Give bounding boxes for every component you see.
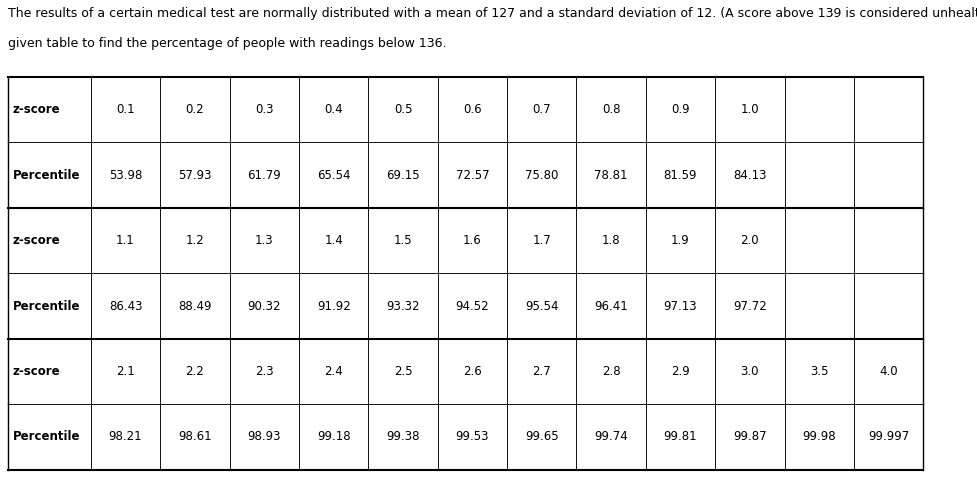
- Text: 99.65: 99.65: [525, 431, 559, 443]
- Text: 1.8: 1.8: [602, 234, 620, 247]
- Text: 94.52: 94.52: [455, 300, 489, 312]
- Text: 3.5: 3.5: [810, 365, 828, 378]
- Text: The results of a certain medical test are normally distributed with a mean of 12: The results of a certain medical test ar…: [8, 7, 977, 20]
- Text: 1.9: 1.9: [671, 234, 690, 247]
- Text: 98.61: 98.61: [178, 431, 212, 443]
- Text: 90.32: 90.32: [247, 300, 281, 312]
- Text: 1.1: 1.1: [116, 234, 135, 247]
- Text: 2.9: 2.9: [671, 365, 690, 378]
- Text: 97.13: 97.13: [663, 300, 698, 312]
- Text: 95.54: 95.54: [525, 300, 559, 312]
- Text: 0.4: 0.4: [324, 103, 343, 116]
- Text: 81.59: 81.59: [663, 169, 698, 182]
- Text: z-score: z-score: [13, 103, 61, 116]
- Text: 88.49: 88.49: [178, 300, 212, 312]
- Text: 2.3: 2.3: [255, 365, 274, 378]
- Text: 1.2: 1.2: [186, 234, 204, 247]
- Text: 99.997: 99.997: [868, 431, 910, 443]
- Text: 2.7: 2.7: [532, 365, 551, 378]
- Text: 0.8: 0.8: [602, 103, 620, 116]
- Text: 0.1: 0.1: [116, 103, 135, 116]
- Text: 57.93: 57.93: [178, 169, 212, 182]
- Text: 1.7: 1.7: [532, 234, 551, 247]
- Text: 99.98: 99.98: [802, 431, 836, 443]
- Text: 1.0: 1.0: [741, 103, 759, 116]
- Text: 2.1: 2.1: [116, 365, 135, 378]
- Text: 97.72: 97.72: [733, 300, 767, 312]
- Text: Percentile: Percentile: [13, 169, 80, 182]
- Text: 53.98: 53.98: [108, 169, 143, 182]
- Text: 0.5: 0.5: [394, 103, 412, 116]
- Text: 3.0: 3.0: [741, 365, 759, 378]
- Text: Percentile: Percentile: [13, 300, 80, 312]
- Text: 75.80: 75.80: [525, 169, 559, 182]
- Text: z-score: z-score: [13, 365, 61, 378]
- Text: 0.6: 0.6: [463, 103, 482, 116]
- Text: 96.41: 96.41: [594, 300, 628, 312]
- Text: 99.81: 99.81: [663, 431, 698, 443]
- Text: 2.8: 2.8: [602, 365, 620, 378]
- Text: given table to find the percentage of people with readings below 136.: given table to find the percentage of pe…: [8, 37, 446, 50]
- Text: z-score: z-score: [13, 234, 61, 247]
- Text: 4.0: 4.0: [879, 365, 898, 378]
- Text: 65.54: 65.54: [317, 169, 351, 182]
- Text: 98.21: 98.21: [108, 431, 143, 443]
- Text: 99.74: 99.74: [594, 431, 628, 443]
- Text: 69.15: 69.15: [386, 169, 420, 182]
- Text: 2.0: 2.0: [741, 234, 759, 247]
- Text: 99.87: 99.87: [733, 431, 767, 443]
- Text: 0.2: 0.2: [186, 103, 204, 116]
- Text: 2.6: 2.6: [463, 365, 482, 378]
- Text: 0.9: 0.9: [671, 103, 690, 116]
- Text: 99.38: 99.38: [386, 431, 420, 443]
- Text: 2.4: 2.4: [324, 365, 343, 378]
- Text: 61.79: 61.79: [247, 169, 281, 182]
- Text: 1.5: 1.5: [394, 234, 412, 247]
- Text: 99.18: 99.18: [317, 431, 351, 443]
- Text: Percentile: Percentile: [13, 431, 80, 443]
- Text: 86.43: 86.43: [108, 300, 143, 312]
- Text: 91.92: 91.92: [317, 300, 351, 312]
- Text: 72.57: 72.57: [455, 169, 489, 182]
- Text: 84.13: 84.13: [733, 169, 767, 182]
- Text: 78.81: 78.81: [594, 169, 628, 182]
- Text: 98.93: 98.93: [247, 431, 281, 443]
- Text: 1.4: 1.4: [324, 234, 343, 247]
- Text: 2.2: 2.2: [186, 365, 204, 378]
- Text: 2.5: 2.5: [394, 365, 412, 378]
- Text: 1.3: 1.3: [255, 234, 274, 247]
- Text: 0.7: 0.7: [532, 103, 551, 116]
- Text: 1.6: 1.6: [463, 234, 482, 247]
- Text: 0.3: 0.3: [255, 103, 274, 116]
- Text: 99.53: 99.53: [455, 431, 489, 443]
- Text: 93.32: 93.32: [386, 300, 420, 312]
